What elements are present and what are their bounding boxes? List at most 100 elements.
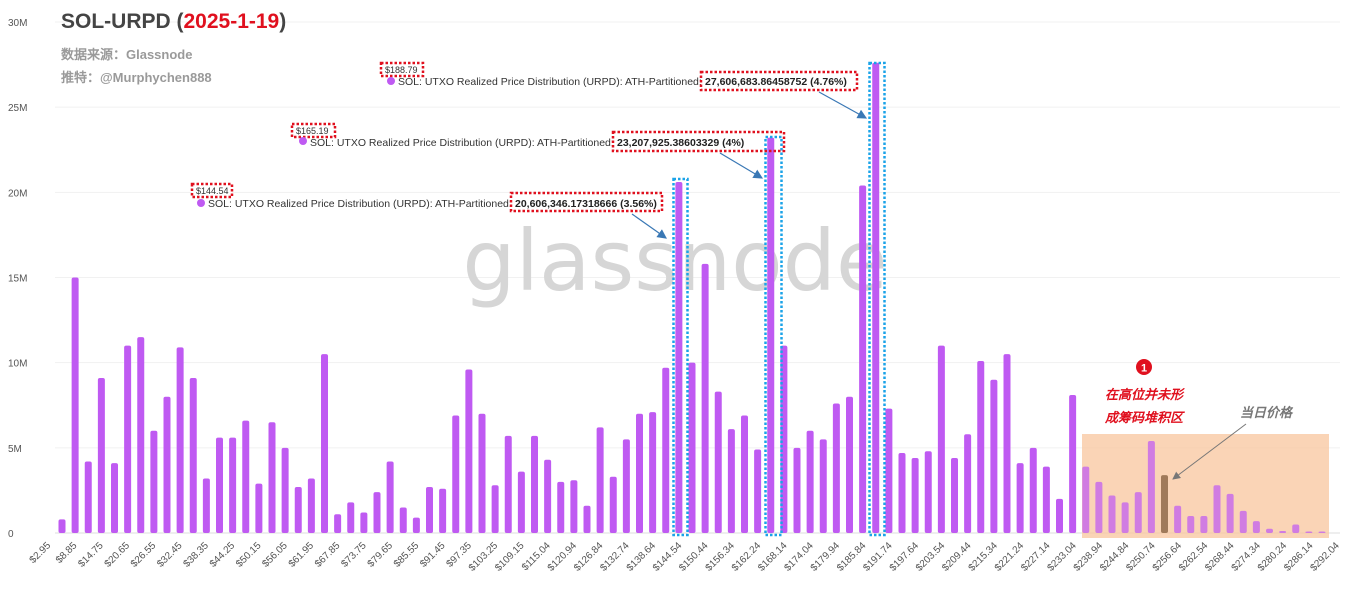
bar[interactable] xyxy=(675,181,683,533)
bar[interactable] xyxy=(1305,531,1313,534)
bar[interactable] xyxy=(347,502,355,533)
bar[interactable] xyxy=(977,360,985,533)
bar[interactable] xyxy=(242,420,250,533)
x-tick-label: $61.95 xyxy=(287,540,317,570)
bar[interactable] xyxy=(216,437,223,533)
bar[interactable] xyxy=(1174,505,1182,533)
bar[interactable] xyxy=(1226,493,1234,533)
bar[interactable] xyxy=(137,337,145,533)
bar[interactable] xyxy=(150,430,158,533)
x-tick-label: $2.95 xyxy=(28,540,54,566)
bar[interactable] xyxy=(1108,495,1116,533)
bar[interactable] xyxy=(412,517,420,533)
bar[interactable] xyxy=(360,512,368,533)
bar[interactable] xyxy=(846,396,853,533)
bar[interactable] xyxy=(557,481,565,533)
bar[interactable] xyxy=(544,459,552,533)
bar[interactable] xyxy=(990,379,998,533)
bar[interactable] xyxy=(767,137,775,534)
bar[interactable] xyxy=(478,413,486,533)
bar[interactable] xyxy=(688,362,696,533)
bar[interactable] xyxy=(898,452,906,533)
bar[interactable] xyxy=(819,439,827,533)
bar[interactable] xyxy=(84,461,92,533)
bar[interactable] xyxy=(832,403,840,533)
bar[interactable] xyxy=(517,471,525,533)
bar[interactable] xyxy=(255,483,263,533)
bar[interactable] xyxy=(596,427,604,533)
bar[interactable] xyxy=(439,488,447,533)
bar[interactable] xyxy=(465,369,473,533)
bar[interactable] xyxy=(386,461,394,533)
bar[interactable] xyxy=(937,345,945,533)
bar[interactable] xyxy=(911,458,919,533)
bar[interactable] xyxy=(741,415,748,533)
bar[interactable] xyxy=(583,505,591,533)
bar[interactable] xyxy=(1095,481,1103,533)
bar[interactable] xyxy=(97,377,105,533)
bar[interactable] xyxy=(924,451,932,533)
bar[interactable] xyxy=(268,422,276,533)
bar[interactable] xyxy=(636,413,643,533)
bar[interactable] xyxy=(373,492,381,533)
bar[interactable] xyxy=(1147,441,1155,533)
bar[interactable] xyxy=(321,354,328,533)
bar[interactable] xyxy=(1252,521,1260,533)
bar[interactable] xyxy=(872,62,880,534)
bar[interactable] xyxy=(714,391,722,533)
bar[interactable] xyxy=(229,437,237,533)
bar[interactable] xyxy=(609,476,617,533)
bar[interactable] xyxy=(1318,531,1326,534)
bar[interactable] xyxy=(951,458,958,533)
bar[interactable] xyxy=(1134,492,1142,533)
bar[interactable] xyxy=(1292,524,1300,533)
bar[interactable] xyxy=(1016,463,1024,533)
bar[interactable] xyxy=(1003,354,1011,533)
bar[interactable] xyxy=(281,447,289,533)
bar[interactable] xyxy=(294,487,302,533)
bar[interactable] xyxy=(859,185,867,533)
current-price-bar[interactable] xyxy=(1161,475,1168,533)
bar[interactable] xyxy=(452,415,460,533)
bar[interactable] xyxy=(189,377,197,533)
bar[interactable] xyxy=(806,430,814,533)
bar[interactable] xyxy=(58,519,66,533)
bar[interactable] xyxy=(426,487,433,533)
bar[interactable] xyxy=(491,485,499,533)
bar[interactable] xyxy=(334,514,342,533)
bar[interactable] xyxy=(1029,447,1037,533)
bar[interactable] xyxy=(754,449,762,533)
bar[interactable] xyxy=(727,429,735,533)
x-tick-label: $14.75 xyxy=(76,540,106,570)
bar[interactable] xyxy=(662,367,670,533)
bar[interactable] xyxy=(1239,510,1247,533)
bar[interactable] xyxy=(701,263,709,533)
bar[interactable] xyxy=(570,480,578,533)
bar[interactable] xyxy=(1200,515,1208,533)
bar[interactable] xyxy=(163,396,171,533)
bar[interactable] xyxy=(176,347,184,533)
bar[interactable] xyxy=(1042,466,1050,533)
bar[interactable] xyxy=(1082,466,1090,533)
bar[interactable] xyxy=(399,507,407,533)
bar[interactable] xyxy=(1213,485,1221,533)
bar[interactable] xyxy=(622,439,630,533)
bar[interactable] xyxy=(793,447,801,533)
x-tick-label: $67.85 xyxy=(313,540,343,570)
bar[interactable] xyxy=(1266,528,1273,533)
bar[interactable] xyxy=(307,478,315,533)
bar[interactable] xyxy=(1279,530,1287,533)
bar[interactable] xyxy=(1121,502,1129,533)
bar[interactable] xyxy=(1056,498,1063,533)
bar[interactable] xyxy=(1187,515,1195,533)
bar[interactable] xyxy=(1069,395,1077,533)
bar[interactable] xyxy=(202,478,210,533)
bar[interactable] xyxy=(504,435,512,533)
bar[interactable] xyxy=(649,412,657,533)
bar[interactable] xyxy=(964,434,972,533)
bar[interactable] xyxy=(71,277,79,534)
bar[interactable] xyxy=(885,408,893,533)
bar[interactable] xyxy=(531,435,538,533)
bar[interactable] xyxy=(124,345,132,533)
bar[interactable] xyxy=(111,463,118,533)
